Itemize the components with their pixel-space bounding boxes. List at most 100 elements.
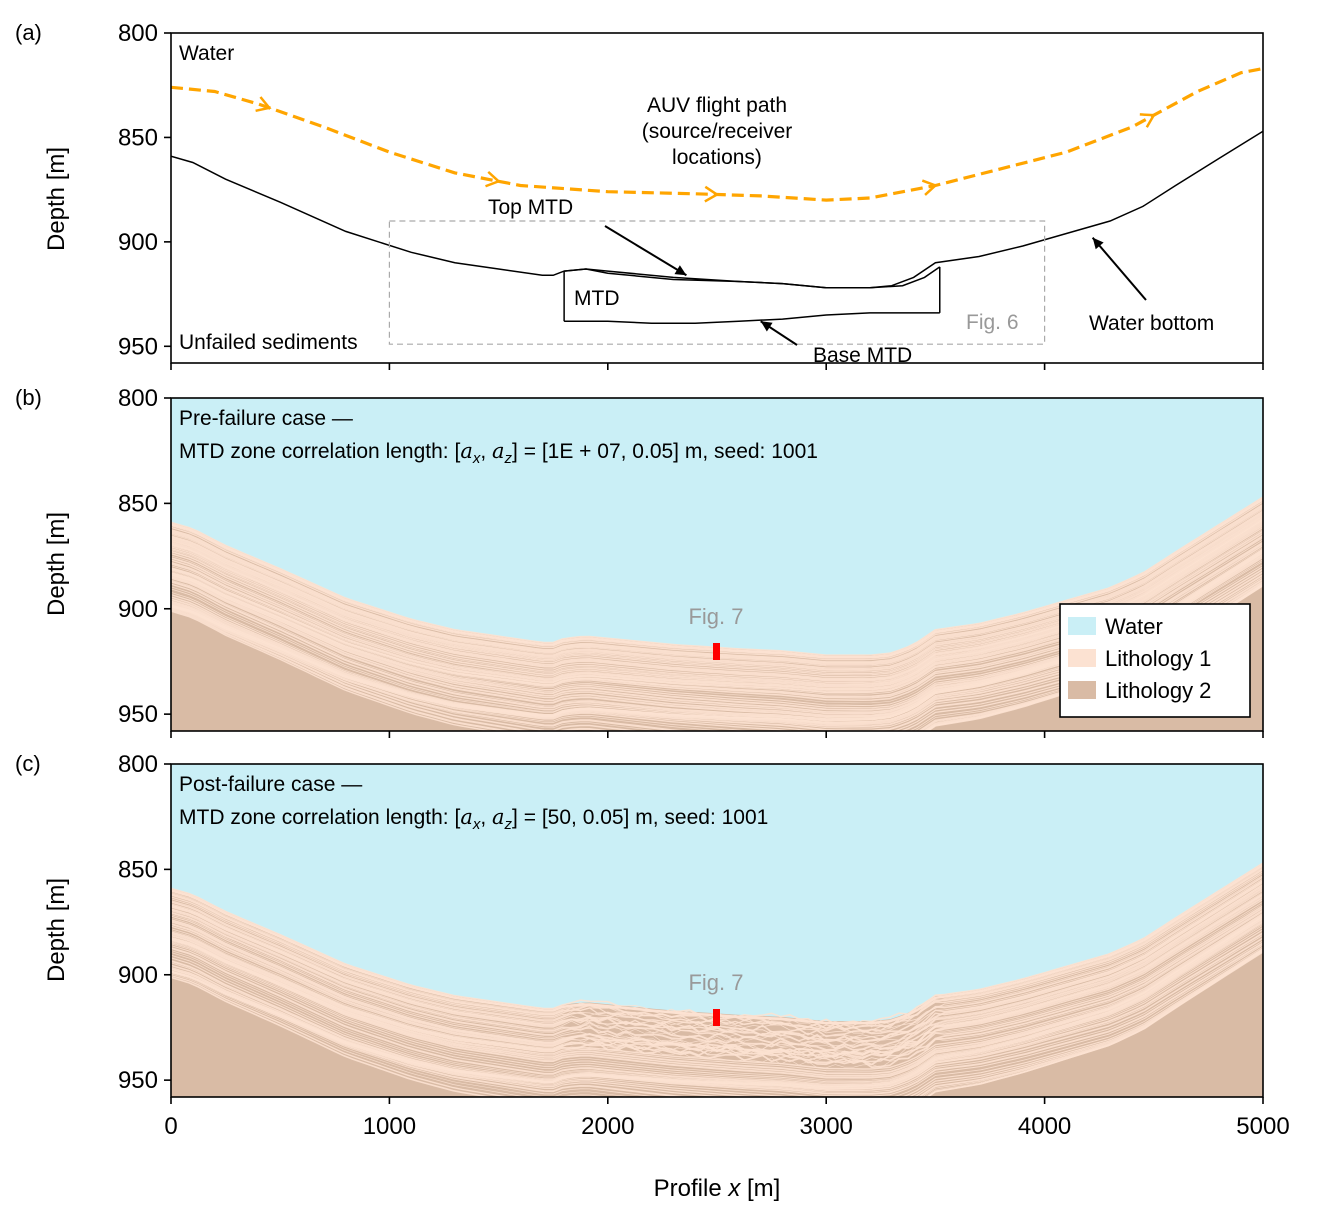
lithology-1-layer bbox=[171, 894, 1263, 1058]
auv-direction-arrow bbox=[485, 170, 501, 188]
panel-b: (b) 800 850 900 950 Depth [m] Pre-failure c… bbox=[15, 385, 1264, 738]
panel-c-ylabel: Depth [m] bbox=[43, 878, 70, 982]
lithology-1-layer bbox=[171, 951, 1263, 1097]
lithology-1-layer bbox=[171, 916, 1263, 1079]
y-tick-label: 850 bbox=[118, 856, 158, 883]
top-mtd-arrow bbox=[604, 225, 687, 277]
fig-6-box-line bbox=[388, 220, 1046, 345]
lithology-1-layer bbox=[171, 911, 1263, 1069]
panel-c-title-line1: Post-failure case — bbox=[179, 773, 362, 796]
legend-label-water: Water bbox=[1105, 614, 1163, 639]
lithology-1-layer bbox=[171, 884, 1263, 1049]
x-tick-label: 1000 bbox=[363, 1113, 416, 1140]
legend: Water Lithology 1 Lithology 2 bbox=[1059, 603, 1251, 718]
lithology-1-layer bbox=[171, 892, 1263, 1056]
y-tick-label: 800 bbox=[118, 751, 158, 778]
annotation-mtd: MTD bbox=[574, 287, 620, 310]
panel-label-c: (c) bbox=[15, 751, 41, 776]
panel-c-plot-area bbox=[171, 764, 1263, 1097]
lithology-1-layer bbox=[171, 914, 1263, 1072]
water-bottom-arrowhead bbox=[1092, 237, 1104, 250]
y-tick-label: 800 bbox=[118, 20, 158, 47]
panel-b-y-axis: 800 850 900 950 bbox=[118, 385, 171, 728]
lithology-1-layer bbox=[171, 919, 1263, 1085]
lithology-1-layer bbox=[171, 934, 1263, 1090]
panel-b-ylabel: Depth [m] bbox=[43, 512, 70, 616]
panel-a-ylabel: Depth [m] bbox=[43, 147, 70, 251]
x-tick-label: 4000 bbox=[1018, 1113, 1071, 1140]
panel-c-x-axis: 0 1000 2000 3000 4000 5000 bbox=[164, 1097, 1290, 1140]
panel-c-fig7-marker bbox=[713, 1009, 720, 1026]
lithology-1-layer bbox=[171, 924, 1263, 1087]
y-tick-label: 850 bbox=[118, 490, 158, 517]
auv-direction-arrow bbox=[921, 179, 938, 196]
annotation-auv-line2: (source/receiver bbox=[642, 120, 793, 143]
lithology-1-layer bbox=[171, 888, 1263, 1054]
legend-label-lithology-2: Lithology 2 bbox=[1105, 678, 1211, 703]
lithology-1-layer bbox=[171, 909, 1263, 1069]
auv-flight-path-line bbox=[171, 66, 1263, 202]
lithology-1-layer bbox=[171, 903, 1263, 1062]
base-mtd-line bbox=[564, 312, 940, 325]
panel-a: (a) 800 850 900 950 Depth [m] Water AUV fli… bbox=[15, 20, 1264, 370]
panel-b-fig7-marker bbox=[713, 643, 720, 660]
annotation-water-bottom: Water bottom bbox=[1089, 312, 1214, 335]
panel-b-title-line2: MTD zone correlation length: [ax, az] = … bbox=[179, 439, 818, 467]
panel-a-frame bbox=[170, 32, 1264, 364]
annotation-auv-line1: AUV flight path bbox=[647, 94, 787, 117]
annotation-base-mtd: Base MTD bbox=[813, 344, 912, 367]
auv-direction-arrow bbox=[704, 185, 720, 203]
panel-c-y-axis: 800 850 900 950 bbox=[118, 751, 171, 1094]
y-tick-label: 950 bbox=[118, 333, 158, 360]
panel-a-y-axis: 800 850 900 950 bbox=[118, 20, 171, 360]
auv-direction-arrow bbox=[255, 96, 272, 113]
legend-swatch-lithology-1 bbox=[1068, 649, 1096, 667]
x-tick-label: 3000 bbox=[800, 1113, 853, 1140]
annotation-top-mtd: Top MTD bbox=[488, 196, 573, 219]
y-tick-label: 800 bbox=[118, 385, 158, 412]
base-mtd-arrowhead bbox=[760, 321, 773, 332]
y-tick-label: 900 bbox=[118, 962, 158, 989]
x-tick-label: 0 bbox=[164, 1113, 177, 1140]
lithology-1-layer bbox=[171, 880, 1263, 1043]
lithology-1-layer bbox=[171, 949, 1263, 1097]
lithology-1-layer bbox=[171, 917, 1263, 1081]
lithology-1-layer bbox=[171, 944, 1263, 1097]
lithology-1-layer bbox=[171, 886, 1263, 1052]
legend-swatch-lithology-2 bbox=[1068, 681, 1096, 699]
legend-label-lithology-1: Lithology 1 bbox=[1105, 646, 1211, 671]
annotation-fig6: Fig. 6 bbox=[966, 311, 1019, 334]
x-tick-label: 2000 bbox=[581, 1113, 634, 1140]
x-axis-label: Profile x [m] bbox=[654, 1175, 781, 1202]
panel-a-x-axis bbox=[170, 363, 1264, 370]
annotation-water: Water bbox=[179, 42, 234, 65]
lithology-1-layer bbox=[171, 901, 1263, 1062]
lithology-1-layer bbox=[171, 949, 1263, 1097]
lithology-1-layer bbox=[171, 921, 1263, 1087]
lithology-1-layer bbox=[171, 907, 1263, 1066]
panel-c: (c) 800 850 900 950 0 1000 2000 3000 4000 5000 D… bbox=[15, 751, 1290, 1202]
top-mtd-line bbox=[564, 266, 941, 289]
panel-b-fig7-label: Fig. 7 bbox=[688, 604, 743, 629]
y-tick-label: 900 bbox=[118, 229, 158, 256]
panel-b-frame bbox=[170, 397, 1264, 732]
auv-direction-arrow bbox=[1139, 113, 1156, 128]
y-tick-label: 950 bbox=[118, 701, 158, 728]
legend-swatch-water bbox=[1068, 617, 1096, 635]
lithology-1-layer bbox=[171, 937, 1263, 1091]
lithology-1-layer bbox=[171, 889, 1263, 1054]
panel-label-b: (b) bbox=[15, 385, 42, 410]
panel-a-plot-area bbox=[171, 66, 1263, 346]
lithology-1-layer bbox=[171, 918, 1263, 1084]
panel-b-title-line1: Pre-failure case — bbox=[179, 407, 353, 430]
lithology-1-layer bbox=[171, 883, 1263, 1046]
lithology-1-layer bbox=[171, 914, 1263, 1075]
lithology-1-layer bbox=[171, 912, 1263, 1070]
lithology-1-layer bbox=[171, 915, 1263, 1077]
annotation-auv-line3: locations) bbox=[672, 146, 762, 169]
x-tick-label: 5000 bbox=[1236, 1113, 1289, 1140]
y-tick-label: 900 bbox=[118, 596, 158, 623]
panel-c-frame bbox=[170, 763, 1264, 1098]
y-tick-label: 950 bbox=[118, 1067, 158, 1094]
